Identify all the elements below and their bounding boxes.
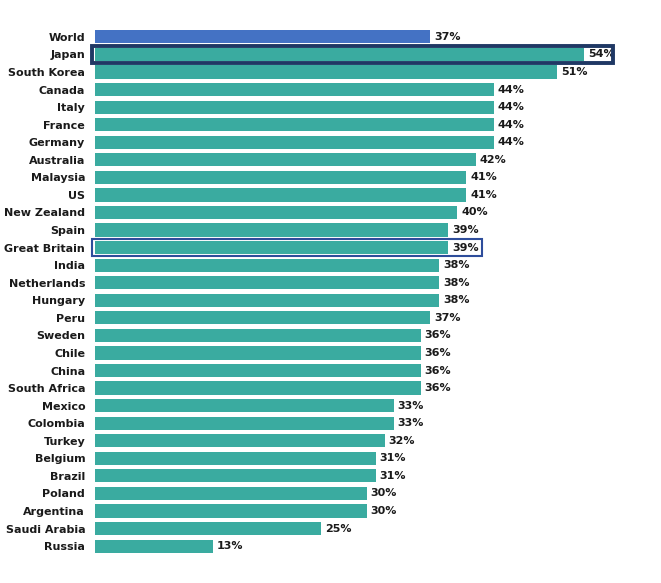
Bar: [95, 539, 213, 553]
Text: 30%: 30%: [370, 489, 397, 498]
Text: 38%: 38%: [443, 260, 469, 270]
Bar: [95, 364, 421, 377]
Text: 44%: 44%: [497, 85, 524, 94]
Bar: [95, 276, 440, 289]
Text: 40%: 40%: [461, 208, 488, 217]
Text: 36%: 36%: [425, 366, 451, 375]
Bar: [95, 469, 376, 483]
Text: 38%: 38%: [443, 278, 469, 288]
Text: 32%: 32%: [389, 436, 415, 446]
Bar: [95, 118, 494, 131]
Text: 44%: 44%: [497, 120, 524, 129]
Bar: [95, 223, 448, 237]
Bar: [95, 241, 448, 254]
Bar: [95, 399, 394, 412]
Bar: [95, 136, 494, 149]
Bar: [95, 83, 494, 96]
Text: 39%: 39%: [452, 225, 479, 235]
Text: 31%: 31%: [379, 471, 406, 481]
Bar: [95, 311, 430, 324]
Bar: [95, 48, 584, 61]
Text: 44%: 44%: [497, 102, 524, 112]
Bar: [95, 171, 467, 184]
Text: 36%: 36%: [425, 348, 451, 358]
Text: 36%: 36%: [425, 383, 451, 393]
Bar: [95, 434, 385, 447]
Bar: [95, 294, 440, 307]
Text: 38%: 38%: [443, 295, 469, 305]
Text: 51%: 51%: [561, 67, 587, 77]
Bar: [92, 46, 613, 63]
Bar: [95, 206, 457, 219]
Bar: [95, 259, 440, 272]
Bar: [95, 329, 421, 342]
Text: 39%: 39%: [452, 243, 479, 252]
Bar: [95, 100, 494, 114]
Text: 33%: 33%: [398, 418, 424, 428]
Text: 37%: 37%: [434, 313, 460, 323]
Text: 42%: 42%: [479, 155, 506, 165]
Bar: [95, 522, 321, 535]
Bar: [95, 487, 367, 500]
Text: 30%: 30%: [370, 506, 397, 516]
Bar: [95, 30, 430, 44]
Bar: [95, 504, 367, 518]
Text: 37%: 37%: [434, 32, 460, 42]
Text: 41%: 41%: [470, 173, 497, 182]
Bar: [95, 452, 376, 465]
Text: 41%: 41%: [470, 190, 497, 200]
Bar: [92, 239, 482, 256]
Bar: [95, 153, 475, 166]
Text: 36%: 36%: [425, 331, 451, 340]
Text: 54%: 54%: [588, 50, 615, 59]
Text: 31%: 31%: [379, 454, 406, 463]
Text: 25%: 25%: [325, 524, 352, 533]
Text: 13%: 13%: [216, 541, 243, 551]
Bar: [95, 188, 467, 202]
Bar: [95, 417, 394, 430]
Bar: [95, 346, 421, 360]
Bar: [95, 381, 421, 395]
Text: 44%: 44%: [497, 137, 524, 147]
Bar: [95, 65, 557, 79]
Text: 33%: 33%: [398, 401, 424, 410]
